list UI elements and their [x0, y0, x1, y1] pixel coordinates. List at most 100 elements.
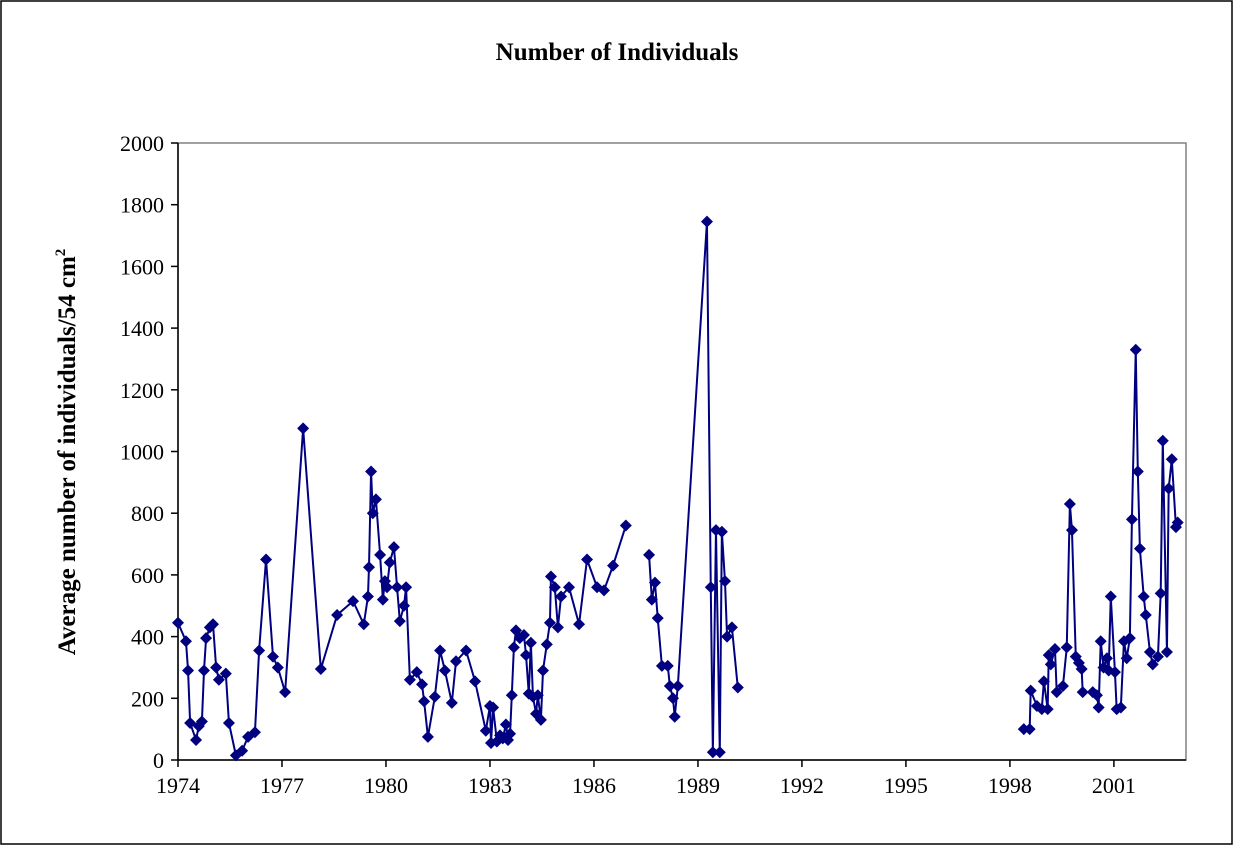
data-point	[197, 664, 210, 677]
data-point	[715, 525, 728, 538]
x-tick-label: 1983	[468, 773, 512, 798]
data-point	[1041, 703, 1054, 716]
data-point	[1075, 662, 1088, 675]
data-point	[210, 661, 223, 674]
data-point	[195, 715, 208, 728]
data-point	[200, 632, 213, 645]
data-point	[1133, 542, 1146, 555]
data-point	[421, 730, 434, 743]
data-point	[663, 679, 676, 692]
data-point	[445, 696, 458, 709]
x-tick-label: 1974	[156, 773, 200, 798]
data-point	[172, 616, 184, 629]
data-point	[1104, 590, 1117, 603]
data-point	[361, 590, 374, 603]
data-point	[731, 681, 744, 694]
data-point	[410, 666, 423, 679]
y-axis-label-main: Average number of individuals/54 cm	[54, 256, 81, 655]
data-point	[253, 644, 266, 657]
data-point	[1151, 650, 1164, 663]
data-point	[365, 465, 378, 478]
data-point	[400, 581, 413, 594]
data-point	[666, 692, 679, 705]
data-point	[555, 590, 568, 603]
y-tick-label: 200	[131, 686, 164, 711]
data-point	[1050, 686, 1063, 699]
data-point	[668, 710, 681, 723]
data-point	[505, 689, 518, 702]
data-point	[1063, 497, 1076, 510]
data-point	[517, 629, 530, 642]
data-point	[598, 584, 611, 597]
data-point	[1100, 652, 1113, 665]
data-point	[182, 664, 195, 677]
data-point	[398, 599, 411, 612]
data-point	[1094, 635, 1107, 648]
data-point	[1120, 652, 1133, 665]
data-point	[1146, 658, 1159, 671]
data-point	[520, 649, 533, 662]
data-point	[391, 581, 404, 594]
data-point	[543, 616, 556, 629]
data-point	[460, 644, 473, 657]
data-point	[381, 581, 394, 594]
data-point	[619, 519, 632, 532]
data-point	[366, 507, 379, 520]
data-point	[1162, 482, 1175, 495]
chart-title: Number of Individuals	[496, 39, 739, 66]
data-point	[1131, 465, 1144, 478]
x-tick-label: 1992	[780, 773, 824, 798]
data-point	[383, 556, 396, 569]
data-point	[1056, 679, 1069, 692]
data-point	[219, 667, 232, 680]
data-point	[704, 581, 717, 594]
x-tick-label: 2001	[1092, 773, 1136, 798]
data-point	[1156, 434, 1169, 447]
y-tick-label: 1800	[120, 193, 164, 218]
data-point	[449, 655, 462, 668]
y-tick-label: 0	[153, 748, 164, 773]
data-point	[1108, 666, 1121, 679]
data-point	[212, 673, 225, 686]
data-point	[651, 612, 664, 625]
data-point	[700, 215, 713, 228]
data-point	[1160, 646, 1173, 659]
data-point	[1129, 343, 1142, 356]
data-point	[418, 695, 431, 708]
data-point	[562, 581, 575, 594]
data-point	[713, 746, 726, 759]
data-point	[207, 618, 220, 631]
data-point	[1092, 701, 1105, 714]
data-point	[487, 701, 500, 714]
data-point	[1125, 513, 1138, 526]
data-point	[266, 650, 279, 663]
y-axis-label-sup: 2	[53, 249, 69, 257]
data-point	[271, 661, 284, 674]
data-point	[537, 664, 550, 677]
data-point	[469, 675, 482, 688]
data-point	[438, 664, 451, 677]
data-point	[648, 576, 661, 589]
data-point	[434, 644, 447, 657]
data-point	[314, 662, 327, 675]
y-tick-label: 1200	[120, 378, 164, 403]
data-point	[1037, 675, 1050, 688]
data-point	[190, 733, 203, 746]
data-point	[1090, 689, 1103, 702]
data-point	[524, 636, 537, 649]
data-point	[1143, 646, 1156, 659]
data-point	[573, 618, 586, 631]
data-point	[236, 744, 249, 757]
data-point	[645, 593, 658, 606]
data-point	[607, 559, 620, 572]
data-point	[534, 713, 547, 726]
data-point	[504, 727, 517, 740]
data-point	[1042, 649, 1055, 662]
y-tick-label: 2000	[120, 131, 164, 156]
y-tick-label: 1600	[120, 254, 164, 279]
data-point	[179, 635, 192, 648]
data-point	[1139, 609, 1152, 622]
data-point	[1114, 701, 1127, 714]
data-point	[1076, 686, 1089, 699]
